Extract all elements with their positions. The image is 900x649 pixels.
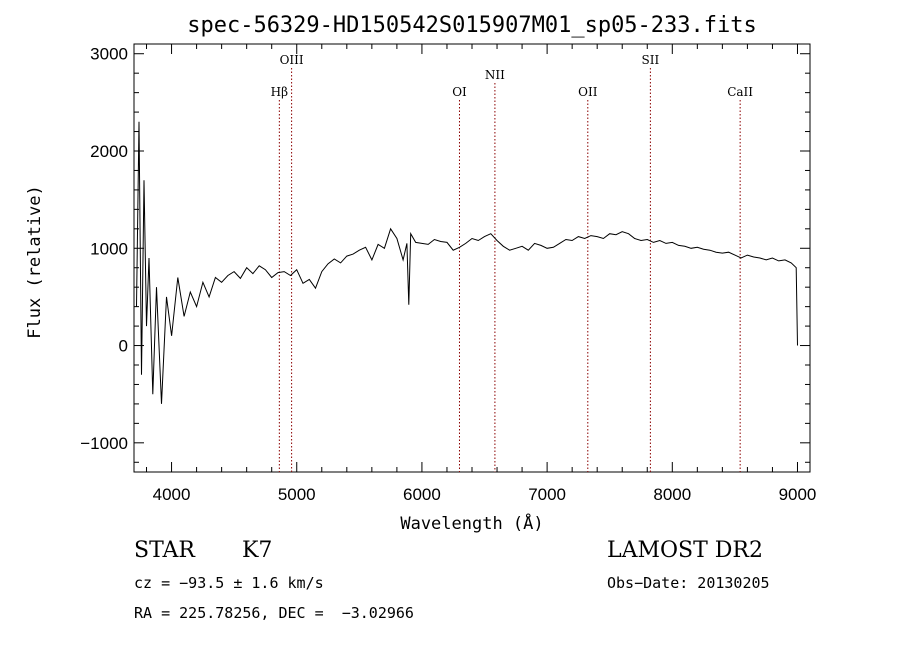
x-axis-label: Wavelength (Å) — [400, 512, 543, 534]
y-tick-label: 3000 — [90, 45, 128, 64]
redshift-readout: cz = −93.5 ± 1.6 km/s — [134, 574, 324, 592]
spectral-line-label: Hβ — [271, 85, 288, 99]
spectral-line-label: SII — [642, 53, 660, 67]
x-tick-label: 9000 — [779, 485, 817, 504]
coordinates-readout: RA = 225.78256, DEC = −3.02966 — [134, 604, 414, 622]
x-tick-label: 8000 — [653, 485, 691, 504]
object-subclass: K7 — [242, 538, 273, 563]
spectral-line-label: NII — [485, 68, 505, 82]
obs-date: Obs−Date: 20130205 — [607, 574, 770, 592]
y-tick-label: −1000 — [80, 434, 128, 453]
y-tick-label: 2000 — [90, 142, 128, 161]
x-tick-label: 6000 — [403, 485, 441, 504]
spectral-line-label: OI — [452, 85, 467, 99]
object-class: STAR — [134, 538, 195, 563]
y-tick-label: 1000 — [90, 239, 128, 258]
plot-frame — [133, 43, 811, 473]
chart-title: spec-56329-HD150542S015907M01_sp05-233.f… — [187, 13, 757, 38]
spectral-line-label: OIII — [280, 53, 304, 67]
spectral-line-label: CaII — [727, 85, 753, 99]
spectral-line-label: OII — [578, 85, 598, 99]
spectrum-line — [136, 121, 798, 404]
y-tick-label: 0 — [119, 337, 128, 356]
survey-name: LAMOST DR2 — [607, 538, 763, 563]
x-tick-label: 7000 — [528, 485, 566, 504]
x-tick-label: 4000 — [153, 485, 191, 504]
y-axis-label: Flux (relative) — [25, 185, 45, 339]
x-tick-label: 5000 — [278, 485, 316, 504]
